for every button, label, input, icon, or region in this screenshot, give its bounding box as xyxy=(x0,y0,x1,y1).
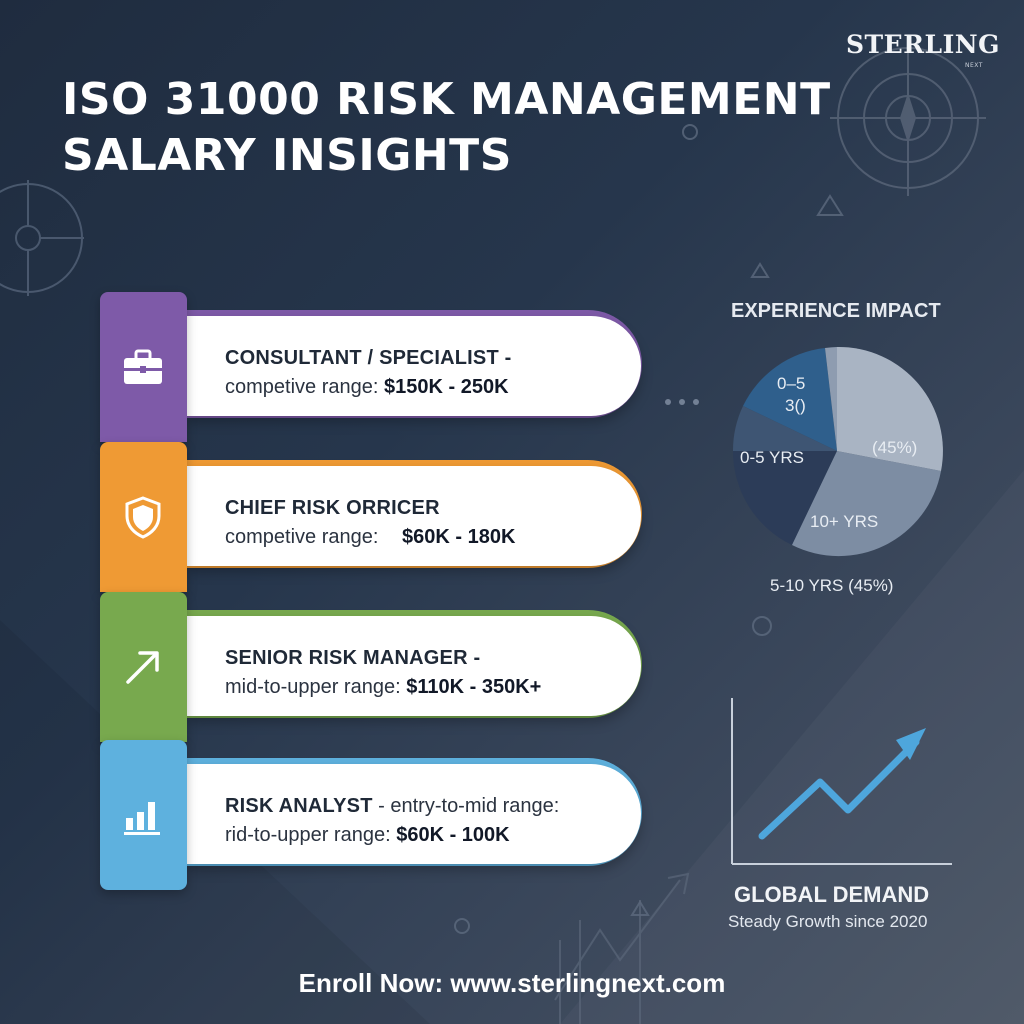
card-tab xyxy=(100,292,187,442)
pie-label-top-a: 0–5 xyxy=(777,374,806,393)
enroll-link[interactable]: Enroll Now: www.sterlingnext.com xyxy=(298,968,726,998)
compass-target-icon xyxy=(830,40,986,196)
range-label: mid-to-upper range: xyxy=(225,676,401,698)
briefcase-icon xyxy=(124,349,162,384)
role-title: SENIOR RISK MANAGER - xyxy=(225,647,481,669)
salary-card-body: CONSULTANT / SPECIALIST - competive rang… xyxy=(187,316,641,416)
global-demand-subtitle: Steady Growth since 2020 xyxy=(728,912,928,931)
pie-slice-0-5-a xyxy=(743,348,837,451)
salary-card-body: RISK ANALYST - entry-to-mid range: rid-t… xyxy=(187,764,641,864)
range-label: rid-to-upper range: xyxy=(225,824,391,846)
range-value: $110K - 350K+ xyxy=(406,676,542,698)
range-value: $150K - 250K xyxy=(383,376,509,398)
pie-slice-0-5-b xyxy=(732,406,837,451)
pie-label-bottom: 10+ YRS xyxy=(810,512,879,531)
role-suffix: - entry-to-mid range: xyxy=(372,795,560,817)
trend-arrow-icon xyxy=(126,651,159,684)
growth-line xyxy=(758,738,920,840)
salary-card-consultant: CONSULTANT / SPECIALIST - competive rang… xyxy=(100,292,645,442)
pie-label-left: 0-5 YRS xyxy=(740,448,804,467)
growth-arrow-icon xyxy=(896,728,926,760)
role-name: RISK ANALYST xyxy=(225,795,373,817)
role-title: CONSULTANT / SPECIALIST - xyxy=(225,347,512,369)
range-value: $60K - 100K xyxy=(396,824,510,846)
range-label: competive range: xyxy=(225,376,379,398)
crosshair-icon xyxy=(0,180,84,296)
salary-range: competive range: $60K - 180K xyxy=(225,523,625,552)
salary-card-body: SENIOR RISK MANAGER - mid-to-upper range… xyxy=(187,616,641,716)
brand-logo-sub: NEXT xyxy=(965,62,983,69)
pie-slice-left xyxy=(732,451,837,545)
salary-card-chief: CHIEF RISK ORRICER competive range: $60K… xyxy=(100,442,645,592)
experience-impact-title: EXPERIENCE IMPACT xyxy=(731,300,941,322)
pie-slice-gap xyxy=(825,347,837,451)
role-title: RISK ANALYST - entry-to-mid range: xyxy=(225,792,625,821)
salary-range: mid-to-upper range: $110K - 350K+ xyxy=(225,673,625,702)
range-value: $60K - 180K xyxy=(401,526,516,548)
role-title: CHIEF RISK ORRICER xyxy=(225,497,440,519)
pie-slice-bottom xyxy=(792,451,941,557)
pie-label-right: (45%) xyxy=(872,438,918,457)
bar-chart-icon xyxy=(124,802,160,835)
experience-pie-chart xyxy=(732,346,943,557)
page-title: ISO 31000 RISK MANAGEMENT SALARY INSIGHT… xyxy=(62,72,831,184)
salary-card-body: CHIEF RISK ORRICER competive range: $60K… xyxy=(187,466,641,566)
pie-label-top-b: 3() xyxy=(785,396,806,415)
global-demand-chart xyxy=(731,698,952,865)
pie-slice-right xyxy=(837,346,943,471)
range-label: competive range: xyxy=(225,526,379,548)
page-title-line-2: SALARY INSIGHTS xyxy=(62,130,512,181)
pie-label-below: 5-10 YRS (45%) xyxy=(770,576,894,595)
global-demand-title: GLOBAL DEMAND xyxy=(734,882,930,907)
shield-icon xyxy=(125,496,161,539)
card-tab xyxy=(100,592,187,742)
salary-card-analyst: RISK ANALYST - entry-to-mid range: rid-t… xyxy=(100,740,645,890)
salary-card-senior: SENIOR RISK MANAGER - mid-to-upper range… xyxy=(100,592,645,742)
card-tab xyxy=(100,442,187,592)
page-title-line-1: ISO 31000 RISK MANAGEMENT xyxy=(62,74,831,125)
salary-range: competive range: $150K - 250K xyxy=(225,373,625,402)
brand-logo: STERLING xyxy=(846,30,1000,59)
salary-range: rid-to-upper range: $60K - 100K xyxy=(225,821,625,850)
card-tab xyxy=(100,740,187,890)
